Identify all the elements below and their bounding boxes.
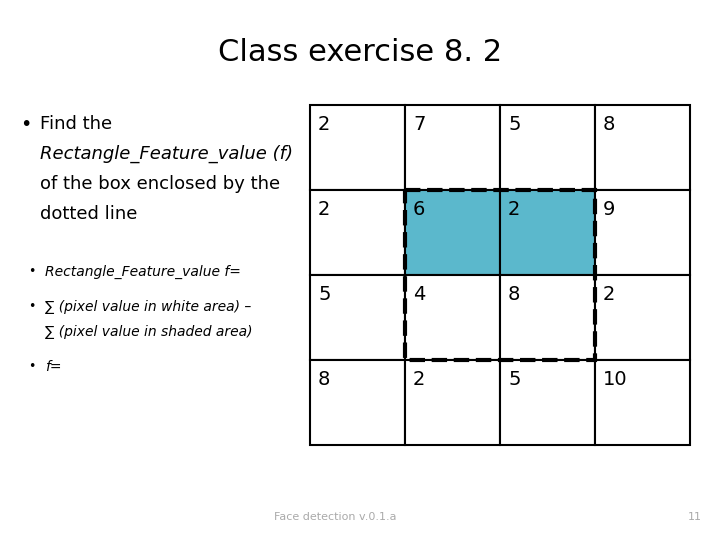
Text: Class exercise 8. 2: Class exercise 8. 2 [218, 38, 502, 67]
Bar [500, 105, 595, 190]
Text: •: • [28, 360, 35, 373]
Text: 5: 5 [318, 285, 330, 304]
Text: •: • [28, 265, 35, 278]
Text: Rectangle_Feature_value f=: Rectangle_Feature_value f= [45, 265, 241, 279]
Text: Find the: Find the [40, 115, 112, 133]
Bar [595, 360, 690, 445]
Text: 10: 10 [603, 370, 628, 389]
Text: dotted line: dotted line [40, 205, 138, 223]
Text: 2: 2 [413, 370, 426, 389]
Text: Rectangle_Feature_value (f): Rectangle_Feature_value (f) [40, 145, 293, 163]
Text: 2: 2 [318, 115, 330, 134]
Text: •: • [20, 115, 32, 134]
Bar [405, 360, 500, 445]
Bar [310, 360, 405, 445]
Bar [310, 105, 405, 190]
Text: 4: 4 [413, 285, 426, 304]
Bar [405, 275, 500, 360]
Bar [500, 275, 595, 360]
Bar [405, 105, 500, 190]
Text: •: • [28, 300, 35, 313]
Text: 5: 5 [508, 115, 521, 134]
Text: 7: 7 [413, 115, 426, 134]
Bar [310, 275, 405, 360]
Text: 8: 8 [508, 285, 521, 304]
Bar [405, 190, 595, 360]
Bar [500, 190, 595, 275]
Bar [500, 360, 595, 445]
Text: f=: f= [45, 360, 61, 374]
Text: Face detection v.0.1.a: Face detection v.0.1.a [274, 512, 396, 522]
Bar [595, 275, 690, 360]
Text: 2: 2 [508, 200, 521, 219]
Bar [310, 190, 405, 275]
Text: 11: 11 [688, 512, 702, 522]
Bar [595, 105, 690, 190]
Text: ∑ (pixel value in white area) –: ∑ (pixel value in white area) – [45, 300, 251, 314]
Text: 5: 5 [508, 370, 521, 389]
Text: 8: 8 [318, 370, 330, 389]
Text: 6: 6 [413, 200, 426, 219]
Bar [595, 190, 690, 275]
Text: ∑ (pixel value in shaded area): ∑ (pixel value in shaded area) [45, 325, 253, 339]
Text: of the box enclosed by the: of the box enclosed by the [40, 175, 280, 193]
Text: 9: 9 [603, 200, 616, 219]
Text: 2: 2 [603, 285, 616, 304]
Text: 8: 8 [603, 115, 616, 134]
Text: 2: 2 [318, 200, 330, 219]
Bar [405, 190, 500, 275]
